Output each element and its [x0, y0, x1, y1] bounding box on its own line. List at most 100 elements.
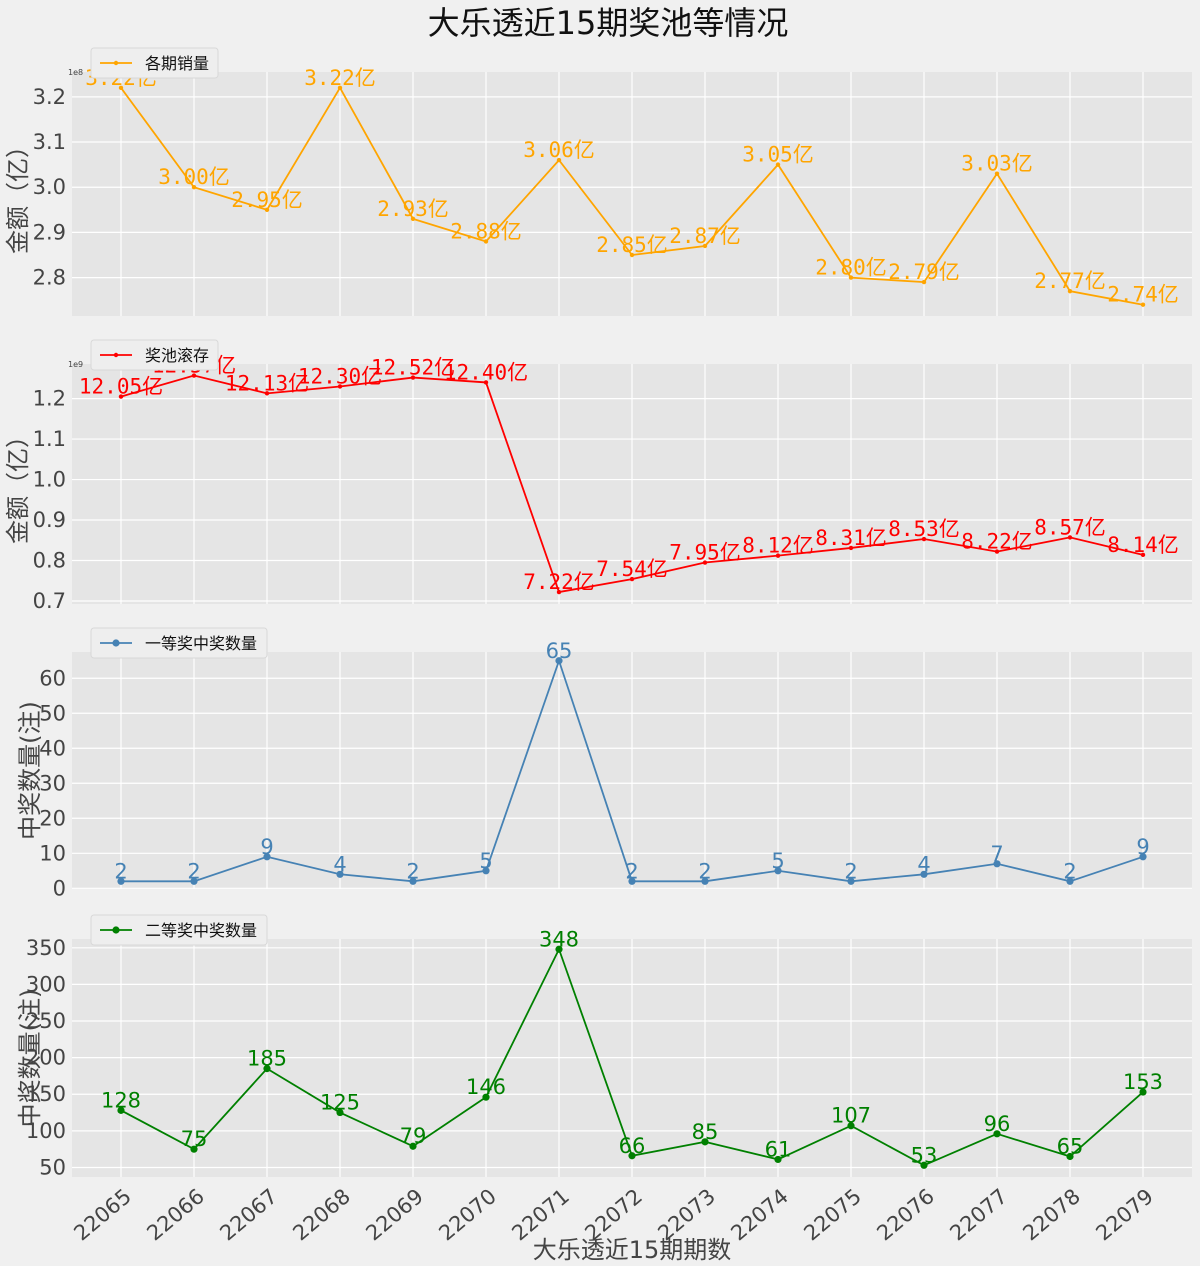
y-tick-label: 0.8	[33, 548, 66, 572]
data-point	[483, 380, 489, 385]
data-label: 61	[765, 1137, 792, 1161]
data-label: 66	[619, 1134, 646, 1158]
data-point	[482, 1093, 490, 1101]
data-label: 2	[698, 859, 711, 883]
y-tick-label: 3.2	[33, 85, 66, 109]
y-tick-label: 2.8	[33, 266, 66, 290]
data-label: 8.57亿	[1034, 515, 1106, 539]
data-point	[701, 1138, 709, 1146]
y-tick-label: 50	[39, 701, 66, 725]
data-label: 125	[320, 1091, 360, 1115]
y-tick-label: 3.0	[33, 175, 66, 199]
data-label: 96	[984, 1112, 1011, 1136]
data-label: 65	[1057, 1134, 1084, 1158]
legend-label: 二等奖中奖数量	[145, 921, 257, 940]
data-point	[847, 1122, 855, 1130]
data-point	[629, 576, 635, 582]
panel-4: 50 100 150 200 250 300 350 中奖数量(注) 128 75 185 125 79…	[16, 914, 1192, 1179]
data-point	[1139, 853, 1147, 861]
legend: 各期销量	[90, 47, 219, 79]
y-tick-label: 150	[26, 1082, 66, 1106]
data-label: 128	[101, 1088, 141, 1112]
x-tick-label: 22068	[288, 1184, 355, 1245]
data-label: 146	[466, 1075, 506, 1099]
data-label: 12.30亿	[298, 364, 382, 388]
data-label: 3.03亿	[961, 152, 1033, 176]
data-label: 2.88亿	[450, 219, 522, 243]
data-label: 2	[625, 859, 638, 883]
y-tick-label: 2.9	[33, 220, 66, 244]
data-point	[628, 877, 636, 885]
y-tick-label: 1.0	[33, 468, 66, 492]
data-point	[847, 877, 855, 885]
data-label: 8.12亿	[742, 534, 814, 558]
legend-frame	[90, 627, 268, 659]
data-label: 12.52亿	[371, 356, 455, 380]
data-label: 2	[844, 859, 857, 883]
y-tick-label: 40	[39, 736, 66, 760]
x-tick-label: 22077	[945, 1184, 1012, 1245]
data-label: 9	[1136, 835, 1149, 859]
x-tick-label: 22070	[434, 1184, 501, 1245]
data-label: 75	[181, 1127, 208, 1151]
data-point	[190, 877, 198, 885]
data-point	[482, 867, 490, 875]
y-tick-label: 20	[39, 806, 66, 830]
data-point	[1066, 877, 1074, 885]
legend-label: 一等奖中奖数量	[145, 634, 257, 653]
y-tick-label: 60	[39, 666, 66, 690]
data-point	[555, 657, 563, 665]
data-point	[628, 1152, 636, 1160]
y-tick-label: 0.9	[33, 508, 66, 532]
data-label: 8.31亿	[815, 526, 887, 550]
data-point	[264, 391, 270, 396]
data-point	[702, 560, 708, 565]
data-label: 107	[831, 1104, 871, 1128]
legend-marker-swatch	[112, 926, 120, 934]
data-label: 3.00亿	[158, 165, 230, 189]
y-offset-note: 1e8	[68, 68, 83, 77]
data-point	[555, 945, 563, 953]
data-point	[775, 162, 781, 167]
data-point	[337, 384, 343, 389]
data-label: 348	[539, 927, 579, 951]
data-label: 8.53亿	[888, 517, 960, 541]
data-point	[702, 243, 708, 249]
data-point	[336, 1108, 344, 1117]
x-tick-label: 22079	[1091, 1184, 1158, 1245]
data-label: 12.05亿	[79, 375, 163, 399]
data-point	[483, 239, 489, 244]
data-point	[993, 860, 1001, 868]
data-label: 2.93亿	[377, 197, 449, 221]
y-tick-label: 30	[39, 771, 66, 795]
data-point	[117, 1106, 125, 1114]
legend-marker-swatch	[113, 60, 119, 66]
data-label: 5	[771, 849, 784, 873]
x-axis-label: 大乐透近15期期数	[533, 1236, 732, 1264]
legend-frame	[90, 914, 268, 946]
data-point	[848, 275, 854, 280]
chart-title: 大乐透近15期奖池等情况	[428, 4, 789, 42]
data-point	[191, 373, 197, 378]
data-label: 8.14亿	[1107, 533, 1179, 557]
data-point	[1140, 552, 1146, 558]
data-label: 2.87亿	[669, 224, 741, 248]
data-label: 7.54亿	[596, 557, 668, 581]
data-label: 2.79亿	[888, 260, 960, 284]
data-point	[993, 1130, 1001, 1138]
data-point	[775, 553, 781, 558]
y-tick-label: 100	[26, 1119, 66, 1143]
data-label: 2	[114, 859, 127, 883]
data-point	[556, 157, 562, 163]
legend-frame	[90, 339, 219, 371]
x-tick-label: 22066	[142, 1184, 209, 1245]
data-label: 3.06亿	[523, 138, 595, 162]
data-label: 2	[406, 859, 419, 883]
y-tick-label: 3.1	[33, 130, 66, 154]
data-label: 153	[1123, 1070, 1163, 1094]
x-tick-label: 22067	[215, 1184, 282, 1245]
legend-frame	[90, 47, 219, 79]
data-point	[190, 1145, 198, 1153]
data-point	[1067, 535, 1073, 540]
